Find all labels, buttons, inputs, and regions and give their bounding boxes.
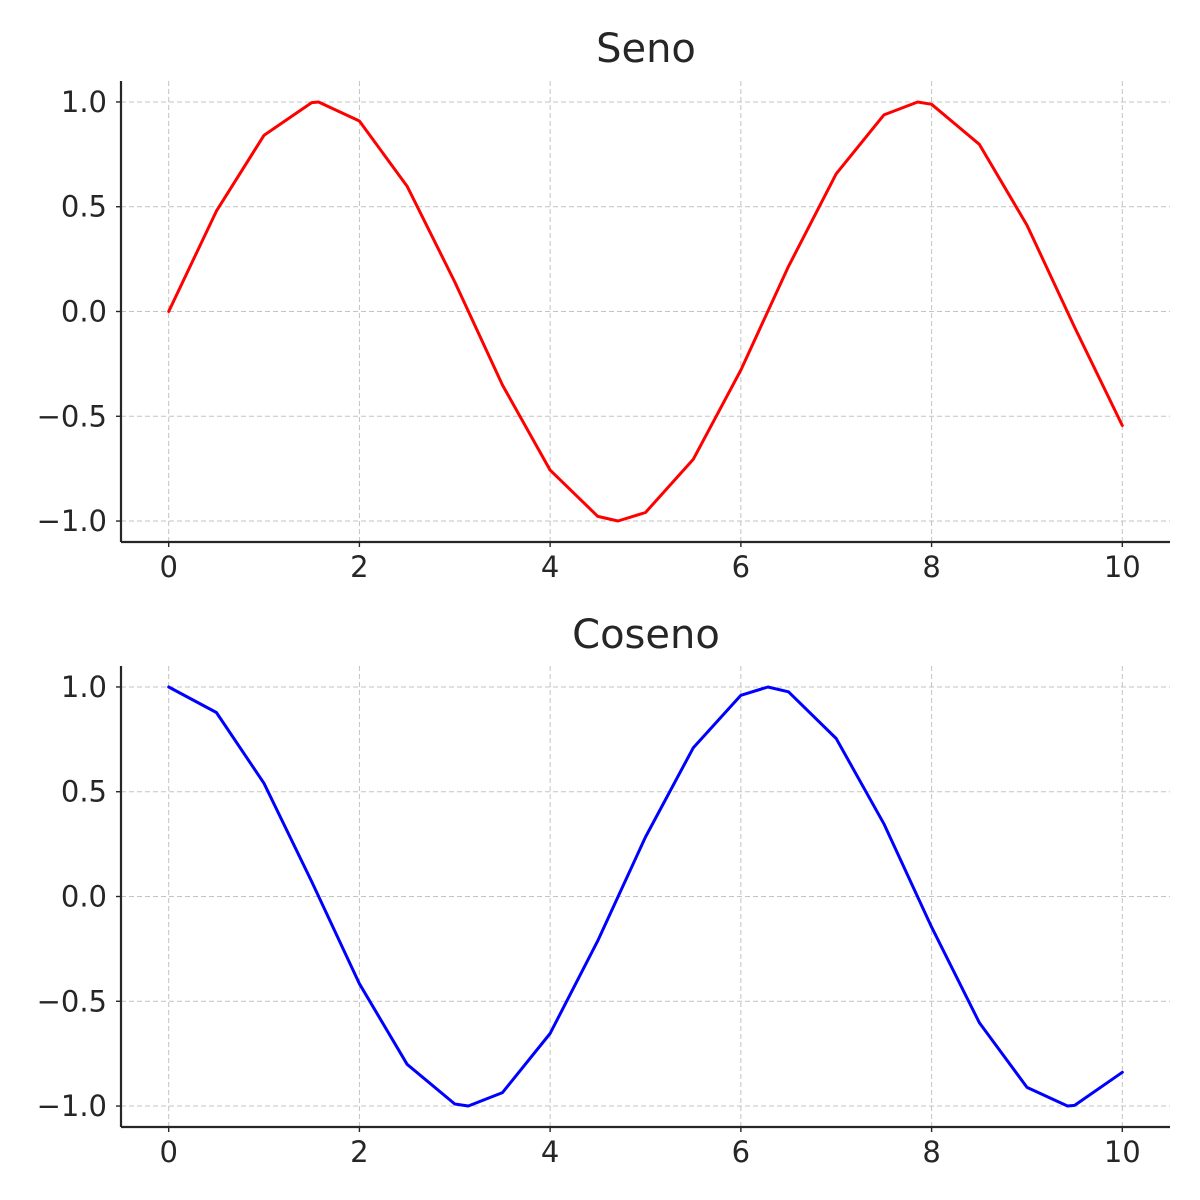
x-tick-label: 4 (541, 550, 559, 584)
x-tick-label: 10 (1104, 550, 1141, 584)
chart-title: Seno (596, 26, 696, 72)
x-tick-label: 4 (541, 1135, 559, 1169)
y-tick-label: 1.0 (61, 85, 107, 119)
chart-title: Coseno (572, 612, 720, 658)
series-line (167, 100, 1124, 523)
y-tick-label: −0.5 (37, 399, 107, 433)
y-tick-label: −1.0 (37, 1089, 107, 1123)
x-tick-label: 10 (1104, 1135, 1141, 1169)
y-tick-label: 0.5 (61, 190, 107, 224)
x-tick-label: 8 (922, 550, 940, 584)
x-tick-label: 0 (159, 1135, 177, 1169)
subplot-coseno: Coseno 0 2 4 6 8 10 1.0 0.5 0.0 −0.5 −1.0 (37, 612, 1170, 1169)
series-line (167, 685, 1124, 1108)
x-tick-label: 8 (922, 1135, 940, 1169)
x-tick-label: 2 (350, 550, 368, 584)
subplot-seno: Seno 0 2 4 6 8 10 1.0 0.5 0.0 −0.5 −1.0 (37, 26, 1170, 584)
y-tick-label: 0.0 (61, 295, 107, 329)
x-tick-label: 6 (732, 550, 750, 584)
y-tick-label: −0.5 (37, 984, 107, 1018)
y-tick-label: −1.0 (37, 504, 107, 538)
y-tick-label: 0.5 (61, 775, 107, 809)
y-tick-label: 1.0 (61, 670, 107, 704)
y-tick-label: 0.0 (61, 880, 107, 914)
x-tick-label: 6 (732, 1135, 750, 1169)
x-tick-label: 2 (350, 1135, 368, 1169)
x-tick-label: 0 (159, 550, 177, 584)
